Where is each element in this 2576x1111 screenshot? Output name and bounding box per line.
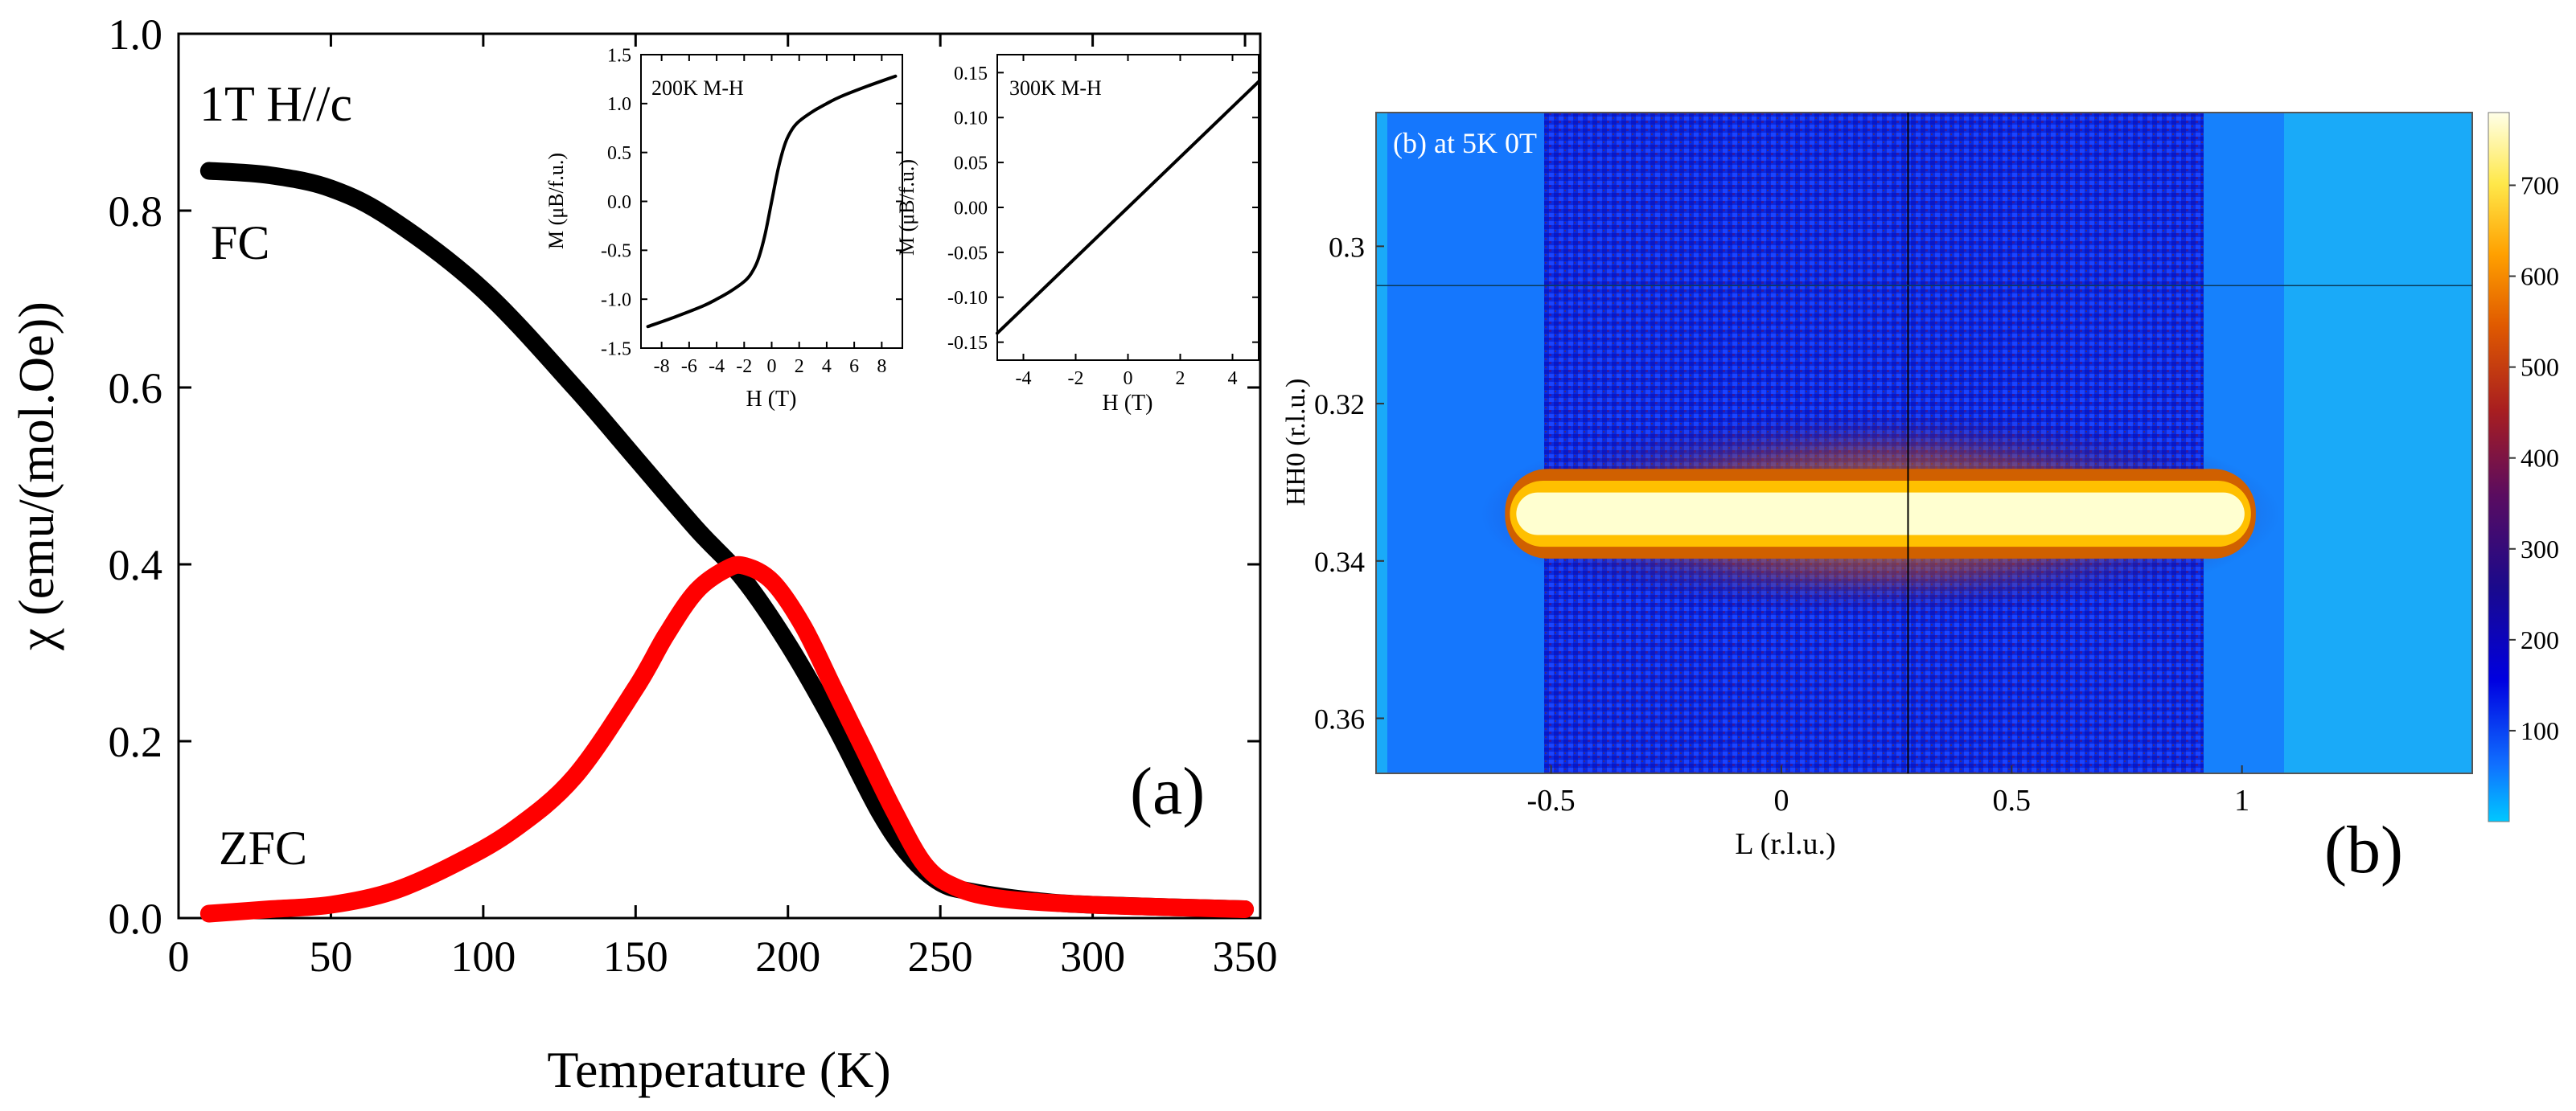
heatmap-y-tick-label: 0.36 — [1314, 703, 1365, 736]
main-panel-label: (a) — [1130, 754, 1205, 829]
heatmap-x-tick-label: 0.5 — [1993, 784, 2032, 818]
heatmap-noise-fringe-right — [2204, 113, 2284, 773]
inset2-x-tick-label: 0 — [1124, 368, 1133, 389]
inset1-y-axis-label: M (μB/f.u.) — [544, 153, 568, 249]
main-x-axis-label: Temperature (K) — [547, 1041, 890, 1098]
inset2-y-axis-label: M (μB/f.u.) — [895, 159, 918, 256]
heatmap-x-tick-label: 0 — [1773, 784, 1789, 818]
inset1-title: 200K M-H — [651, 76, 744, 100]
inset1-ticks: -8 -6 -4 -2 0 2 4 6 8 -1.5 -1.0 -0.5 0.0 0.5 1.0 1.5 — [601, 45, 902, 377]
heatmap-ticks: -0.5 0 0.5 1 0.3 0.32 0.34 0.36 — [1314, 231, 2249, 818]
inset2-y-tick-label: -0.10 — [947, 288, 988, 309]
inset2-ticks: -4 -2 0 2 4 -0.15 -0.10 -0.05 0.00 0.05 0.10 0.15 — [947, 55, 1259, 389]
main-plot-frame — [177, 32, 1262, 920]
inset2-series-m-h-300k — [996, 80, 1260, 335]
main-series — [199, 162, 1255, 923]
main-x-tick-label: 50 — [309, 933, 352, 981]
inset2-x-tick-label: 4 — [1228, 368, 1238, 389]
inset1-chart: -8 -6 -4 -2 0 2 4 6 8 -1.5 -1.0 -0.5 0.0 0.5 1.0 1.5 20… — [544, 45, 903, 412]
inset1-y-tick-label: -0.5 — [601, 241, 631, 262]
main-y-tick-label: 0.8 — [109, 187, 163, 236]
colorbar-tick-label: 500 — [2521, 353, 2559, 382]
heatmap-x-tick-label: 1 — [2234, 784, 2249, 818]
inset2-y-tick-label: 0.15 — [954, 64, 988, 84]
inset2-y-tick-label: -0.15 — [947, 333, 988, 354]
colorbar-tick-label: 200 — [2521, 625, 2559, 654]
inset2-y-tick-label: -0.05 — [947, 243, 988, 264]
main-y-tick-label: 0.2 — [109, 718, 163, 766]
inset1-x-axis-label: H (T) — [746, 387, 797, 412]
main-x-tick-label: 150 — [603, 933, 668, 981]
colorbar-tick-label: 100 — [2521, 716, 2559, 745]
inset1-x-tick-label: 8 — [877, 356, 886, 377]
inset2-title: 300K M-H — [1009, 76, 1102, 100]
fc-series-label: FC — [211, 216, 269, 269]
inset1-x-tick-label: 0 — [767, 356, 777, 377]
main-x-tick-label: 200 — [755, 933, 820, 981]
inset1-y-tick-label: -1.0 — [601, 290, 631, 311]
colorbar-ticks: 100 200 300 400 500 600 700 — [2509, 170, 2559, 745]
main-y-tick-label: 0.4 — [109, 541, 163, 589]
inset2-x-tick-label: -4 — [1016, 368, 1032, 389]
zfc-series-label: ZFC — [219, 822, 307, 875]
heatmap-x-tick-label: -0.5 — [1527, 784, 1576, 818]
main-y-tick-label: 0.0 — [109, 895, 163, 943]
inset1-x-tick-label: -2 — [736, 356, 752, 377]
heatmap-y-tick-label: 0.3 — [1329, 231, 1365, 263]
heatmap-noise-fringe-left — [1387, 113, 1544, 773]
inset1-y-tick-label: 1.5 — [607, 45, 631, 66]
heatmap-inner-title: (b) at 5K 0T — [1393, 127, 1537, 159]
inset2-series — [996, 80, 1260, 335]
heatmap-panel-label: (b) — [2324, 813, 2403, 888]
main-x-tick-label: 0 — [168, 933, 190, 981]
main-x-tick-label: 250 — [908, 933, 973, 981]
main-y-tick-label: 1.0 — [109, 10, 163, 59]
heatmap-streak — [1481, 409, 2280, 618]
inset1-x-tick-label: 4 — [822, 356, 832, 377]
inset1-y-tick-label: 1.0 — [607, 94, 631, 115]
colorbar-tick-label: 400 — [2521, 444, 2559, 473]
heatmap-y-tick-label: 0.32 — [1314, 388, 1365, 420]
main-x-tick-label: 100 — [450, 933, 516, 981]
main-annotation: 1T H//c — [199, 77, 352, 132]
inset2-y-tick-label: 0.05 — [954, 154, 988, 174]
inset2-x-tick-label: 2 — [1176, 368, 1185, 389]
inset1-series-m-h-200k — [646, 74, 898, 329]
colorbar-tick-label: 700 — [2521, 170, 2559, 199]
inset2-chart: -4 -2 0 2 4 -0.15 -0.10 -0.05 0.00 0.05 0.10 0.15 3… — [895, 54, 1260, 416]
inset2-x-tick-label: -2 — [1068, 368, 1084, 389]
inset2-y-tick-label: 0.00 — [954, 198, 988, 219]
inset1-x-tick-label: -8 — [654, 356, 670, 377]
heatmap-x-axis-label: L (r.l.u.) — [1735, 827, 1835, 861]
inset1-y-tick-label: 0.0 — [607, 192, 631, 213]
main-x-tick-label: 350 — [1213, 933, 1278, 981]
main-y-tick-label: 0.6 — [109, 364, 163, 412]
main-y-axis-label: χ (emu/(mol.Oe)) — [10, 301, 64, 651]
inset2-x-axis-label: H (T) — [1103, 391, 1153, 416]
heatmap-y-tick-label: 0.34 — [1314, 546, 1365, 578]
inset1-x-tick-label: -6 — [681, 356, 697, 377]
inset2-y-tick-label: 0.10 — [954, 109, 988, 129]
heatmap-y-axis-label: HH0 (r.l.u.) — [1281, 379, 1311, 506]
main-series-zfc — [199, 556, 1255, 923]
inset1-x-tick-label: 2 — [795, 356, 804, 377]
colorbar-tick-label: 600 — [2521, 262, 2559, 291]
heatmap-cursors — [1376, 113, 2472, 773]
main-chart: 0 50 100 150 200 250 300 3500.00.20.40.60.81.0 … — [10, 10, 1278, 1098]
main-x-tick-label: 300 — [1060, 933, 1125, 981]
heatmap-streak-core — [1516, 492, 2245, 535]
heatmap-plot-frame — [1375, 112, 2473, 774]
heatmap-chart: -0.5 0 0.5 1 0.3 0.32 0.34 0.36 (b) at 5K 0T L … — [1281, 112, 2559, 888]
inset1-y-tick-label: 0.5 — [607, 143, 631, 164]
inset1-series — [646, 74, 898, 329]
colorbar — [2488, 112, 2510, 822]
colorbar-tick-label: 300 — [2521, 535, 2559, 564]
inset1-x-tick-label: 6 — [849, 356, 859, 377]
inset1-y-tick-label: -1.5 — [601, 338, 631, 359]
inset1-x-tick-label: -4 — [709, 356, 725, 377]
